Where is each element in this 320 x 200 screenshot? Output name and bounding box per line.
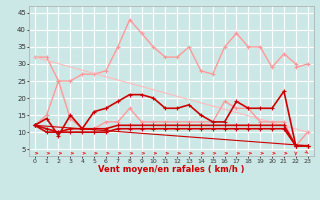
X-axis label: Vent moyen/en rafales ( km/h ): Vent moyen/en rafales ( km/h ) [98, 165, 244, 174]
